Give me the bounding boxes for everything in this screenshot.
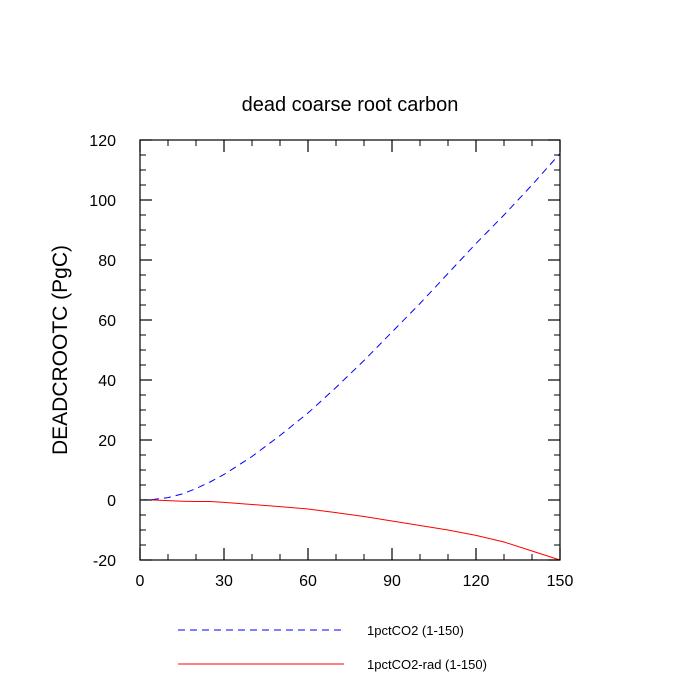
axes-layer: 0 30 60 90 120 150 -20 0 20 40 60 80 100 120 (89, 133, 573, 590)
y-axis-label: DEADCROOTC (PgC) (49, 245, 72, 455)
y-tick-label: 120 (89, 133, 116, 150)
legend: 1pctCO2 (1-150) 1pctCO2-rad (1-150) (178, 623, 487, 672)
legend-label-1: 1pctCO2-rad (1-150) (367, 657, 487, 672)
y-tick-label: 80 (98, 253, 116, 270)
series-layer (139, 153, 561, 561)
x-tick-label: 90 (383, 573, 401, 590)
legend-label-0: 1pctCO2 (1-150) (367, 623, 464, 638)
y-tick-label: -20 (93, 553, 116, 570)
y-tick-label: 0 (107, 493, 116, 510)
x-tick-label: 150 (547, 573, 574, 590)
series-line-1 (140, 499, 561, 561)
chart-title: dead coarse root carbon (242, 94, 459, 116)
x-tick-label: 0 (136, 573, 145, 590)
y-tick-label: 100 (89, 193, 116, 210)
y-tick-label: 20 (98, 433, 116, 450)
series-line-0 (139, 153, 561, 501)
y-tick-label: 40 (98, 373, 116, 390)
plot-frame (139, 139, 561, 561)
x-tick-label: 120 (463, 573, 490, 590)
x-tick-label: 60 (299, 573, 317, 590)
y-tick-label: 60 (98, 313, 116, 330)
x-tick-label: 30 (215, 573, 233, 590)
